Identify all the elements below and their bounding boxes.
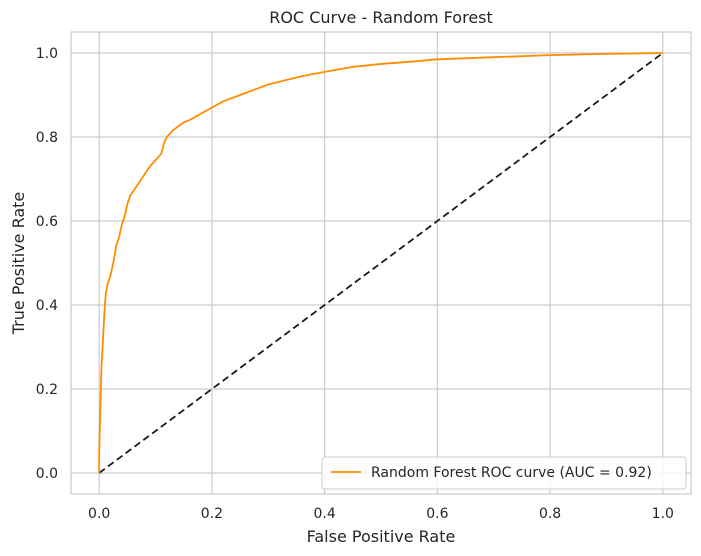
y-tick-label: 0.8 [36,130,58,146]
y-axis-label: True Positive Rate [9,192,28,336]
legend-box [321,456,687,490]
x-tick-label: 0.2 [201,506,223,522]
grid [71,32,691,494]
x-tick-label: 0.8 [539,506,561,522]
y-tick-label: 0.4 [36,298,58,314]
legend-label: Random Forest ROC curve (AUC = 0.92) [371,465,652,481]
chance-diagonal-line [98,52,664,474]
y-tick-label: 1.0 [36,46,58,62]
x-tick-label: 0.6 [426,506,448,522]
y-tick-label: 0.0 [36,466,58,482]
y-tick-label: 0.6 [36,214,58,230]
chart-title: ROC Curve - Random Forest [269,8,493,27]
y-tick-label: 0.2 [36,382,58,398]
series [98,52,664,474]
x-tick-label: 0.4 [314,506,336,522]
x-tick-label: 0.0 [88,506,110,522]
roc-curve-line [98,52,663,473]
y-tick-labels: 0.0 0.2 0.4 0.6 0.8 1.0 [36,46,58,482]
x-axis-label: False Positive Rate [307,527,456,546]
plot-frame [70,31,692,495]
x-tick-labels: 0.0 0.2 0.4 0.6 0.8 1.0 [88,506,674,522]
legend: Random Forest ROC curve (AUC = 0.92) [321,456,687,490]
x-tick-label: 1.0 [652,506,674,522]
